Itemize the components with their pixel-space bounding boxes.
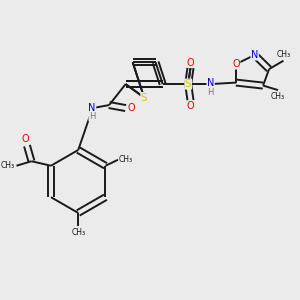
Text: O: O: [232, 59, 240, 69]
Text: S: S: [185, 79, 191, 89]
Text: N: N: [88, 103, 96, 113]
Text: O: O: [187, 58, 194, 68]
Text: H: H: [89, 112, 95, 121]
Text: CH₃: CH₃: [271, 92, 285, 100]
Text: CH₃: CH₃: [119, 155, 133, 164]
Text: O: O: [127, 103, 135, 113]
Text: N: N: [207, 79, 214, 88]
Text: H: H: [207, 88, 214, 97]
Text: N: N: [251, 50, 258, 60]
Text: CH₃: CH₃: [276, 50, 290, 58]
Text: O: O: [22, 134, 29, 144]
Text: CH₃: CH₃: [1, 161, 15, 170]
Text: O: O: [187, 101, 194, 111]
Text: S: S: [141, 93, 148, 103]
Text: CH₃: CH₃: [71, 228, 85, 237]
